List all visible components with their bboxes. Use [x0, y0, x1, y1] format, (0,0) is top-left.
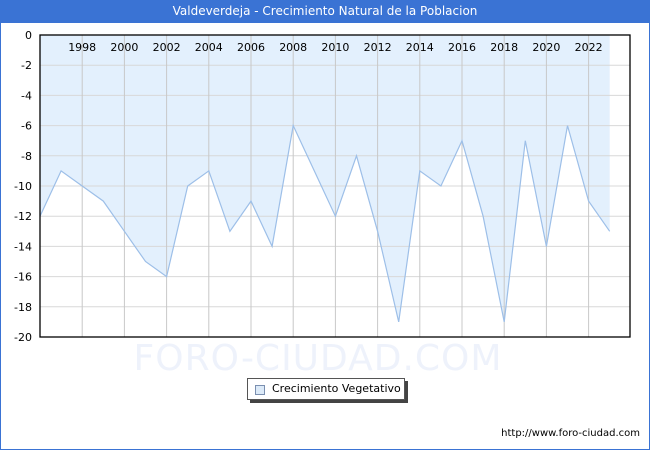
x-tick-label: 2006: [237, 41, 265, 54]
grid-lines: [40, 35, 630, 337]
x-tick-label: 2004: [195, 41, 223, 54]
y-tick-label: -20: [14, 331, 32, 344]
x-tick-label: 2018: [490, 41, 518, 54]
legend-label: Crecimiento Vegetativo: [272, 382, 401, 395]
series-line: [39, 123, 611, 323]
data-line: [39, 123, 611, 323]
y-tick-label: 0: [25, 29, 32, 42]
source-url[interactable]: http://www.foro-ciudad.com: [501, 428, 640, 439]
x-tick-label: 2020: [532, 41, 560, 54]
y-tick-label: -6: [21, 120, 32, 133]
y-tick-label: -4: [21, 89, 32, 102]
x-tick-label: 2002: [153, 41, 181, 54]
y-tick-label: -18: [14, 301, 32, 314]
y-tick-label: -14: [14, 240, 32, 253]
y-tick-label: -12: [14, 210, 32, 223]
area-fill: [40, 35, 610, 322]
area-polygon: [40, 35, 610, 322]
plot-area-border: [39, 34, 631, 338]
x-tick-label: 2008: [279, 41, 307, 54]
x-tick-label: 2000: [110, 41, 138, 54]
x-tick-label: 2014: [406, 41, 434, 54]
y-tick-label: -8: [21, 150, 32, 163]
y-tick-label: -16: [14, 271, 32, 284]
plot-border: [39, 34, 631, 338]
legend-swatch-icon: [255, 385, 265, 395]
x-tick-label: 1998: [68, 41, 96, 54]
y-tick-label: -2: [21, 59, 32, 72]
x-tick-label: 2012: [364, 41, 392, 54]
legend: Crecimiento Vegetativo: [247, 378, 405, 400]
y-tick-label: -10: [14, 180, 32, 193]
x-axis-ticks: 1998 2000 2002 2004 2006 2008 2010 2012 2014 2016…: [68, 41, 602, 54]
x-tick-label: 2016: [448, 41, 476, 54]
y-axis-ticks: 0 -2 -4 -6 -8 -10 -12 -14 -16 -18 -20: [14, 29, 32, 344]
x-tick-label: 2022: [575, 41, 603, 54]
chart-title: Valdeverdeja - Crecimiento Natural de la…: [0, 0, 650, 23]
watermark: FORO-CIUDAD.COM: [134, 338, 503, 379]
x-tick-label: 2010: [321, 41, 349, 54]
